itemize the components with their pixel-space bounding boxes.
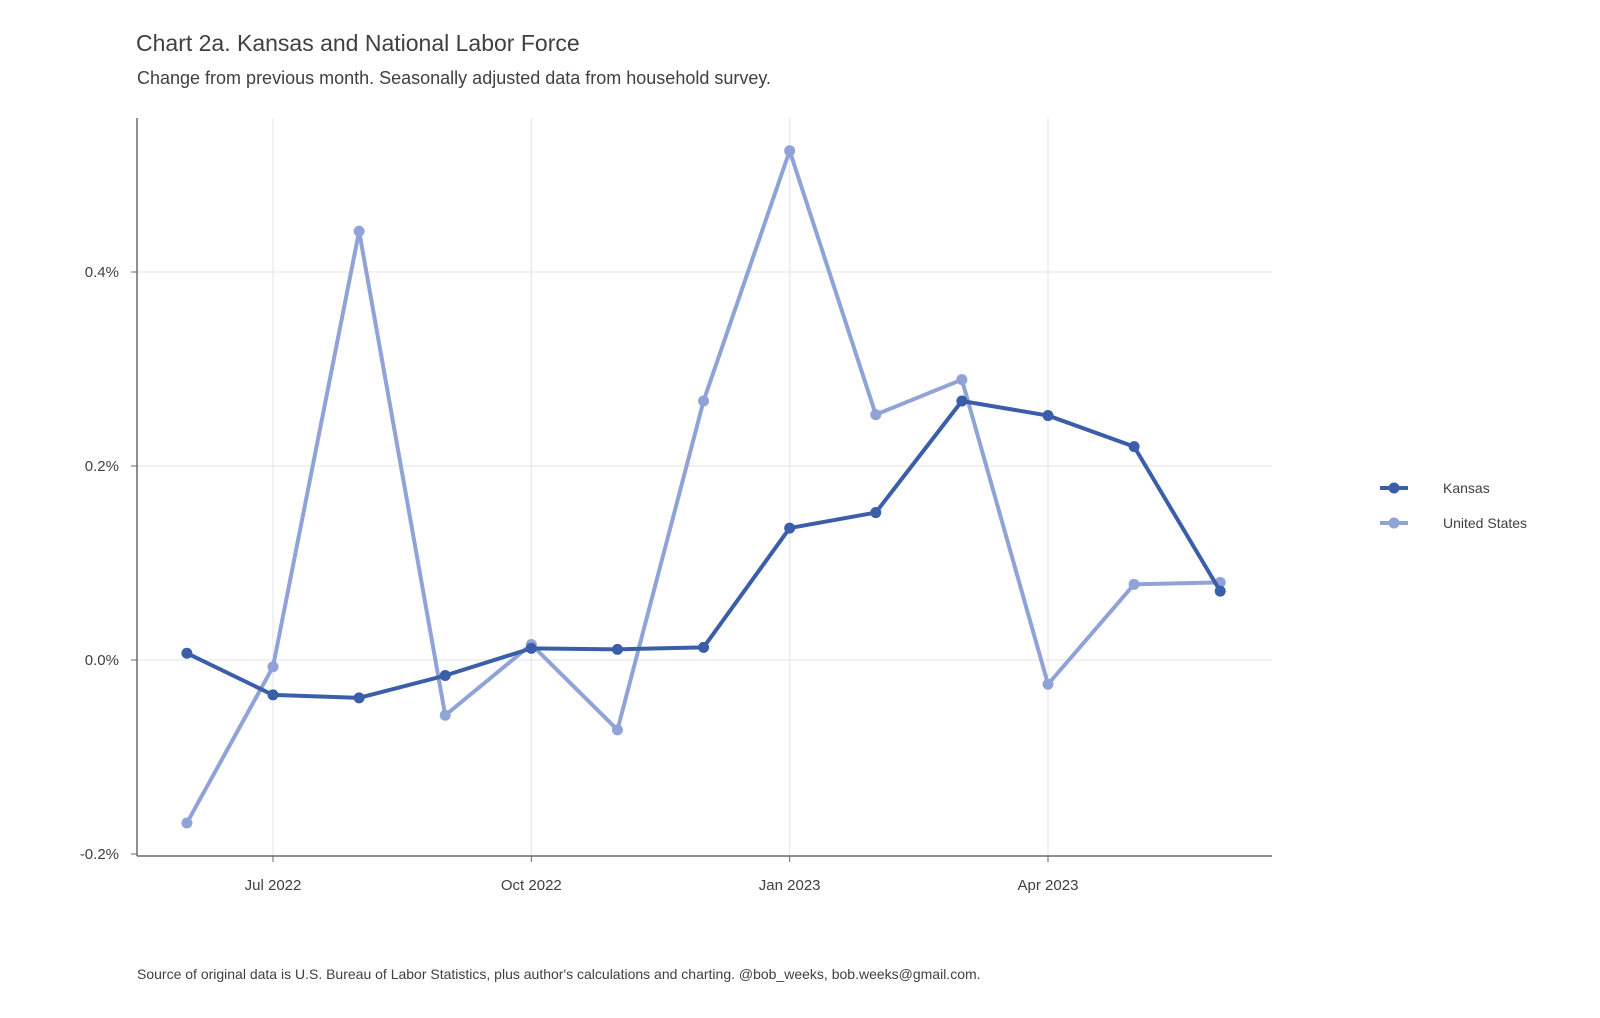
data-point-united-states — [181, 817, 193, 829]
data-point-united-states — [439, 709, 451, 721]
data-point-united-states — [267, 661, 279, 673]
y-tick-label: 0.4% — [85, 264, 119, 281]
legend-key-point-kansas — [1388, 482, 1400, 494]
data-point-kansas — [353, 692, 365, 704]
x-tick-label: Jul 2022 — [245, 877, 302, 894]
data-point-kansas — [611, 643, 623, 655]
y-tick-label: 0.2% — [85, 458, 119, 475]
data-point-kansas — [870, 507, 882, 519]
chart-title: Chart 2a. Kansas and National Labor Forc… — [136, 30, 580, 56]
data-point-united-states — [870, 409, 882, 421]
data-point-kansas — [1042, 410, 1054, 422]
data-point-kansas — [181, 647, 193, 659]
x-tick-label: Jan 2023 — [759, 877, 821, 894]
data-point-united-states — [1042, 678, 1054, 690]
y-tick-label: -0.2% — [80, 846, 119, 863]
data-point-kansas — [439, 670, 451, 682]
data-point-kansas — [1214, 585, 1226, 597]
legend-key-point-united-states — [1388, 517, 1400, 529]
chart-subtitle: Change from previous month. Seasonally a… — [137, 68, 772, 88]
chart-caption: Source of original data is U.S. Bureau o… — [137, 966, 981, 982]
data-point-united-states — [956, 374, 968, 386]
data-point-united-states — [1128, 578, 1140, 590]
data-point-united-states — [611, 724, 623, 736]
data-point-kansas — [956, 395, 968, 407]
data-point-united-states — [784, 145, 796, 157]
data-point-united-states — [353, 225, 365, 237]
series-line-kansas — [184, 399, 1223, 700]
series-line-united-states — [184, 148, 1223, 825]
data-point-kansas — [784, 522, 796, 534]
x-tick-label: Oct 2022 — [501, 877, 562, 894]
data-point-united-states — [698, 395, 710, 407]
legend-label-kansas: Kansas — [1443, 480, 1490, 496]
legend-label-united-states: United States — [1443, 515, 1527, 531]
data-point-kansas — [698, 641, 710, 653]
x-tick-label: Apr 2023 — [1018, 877, 1079, 894]
data-point-kansas — [267, 689, 279, 701]
y-tick-label: 0.0% — [85, 652, 119, 669]
data-point-kansas — [1128, 441, 1140, 453]
data-point-kansas — [525, 642, 537, 654]
